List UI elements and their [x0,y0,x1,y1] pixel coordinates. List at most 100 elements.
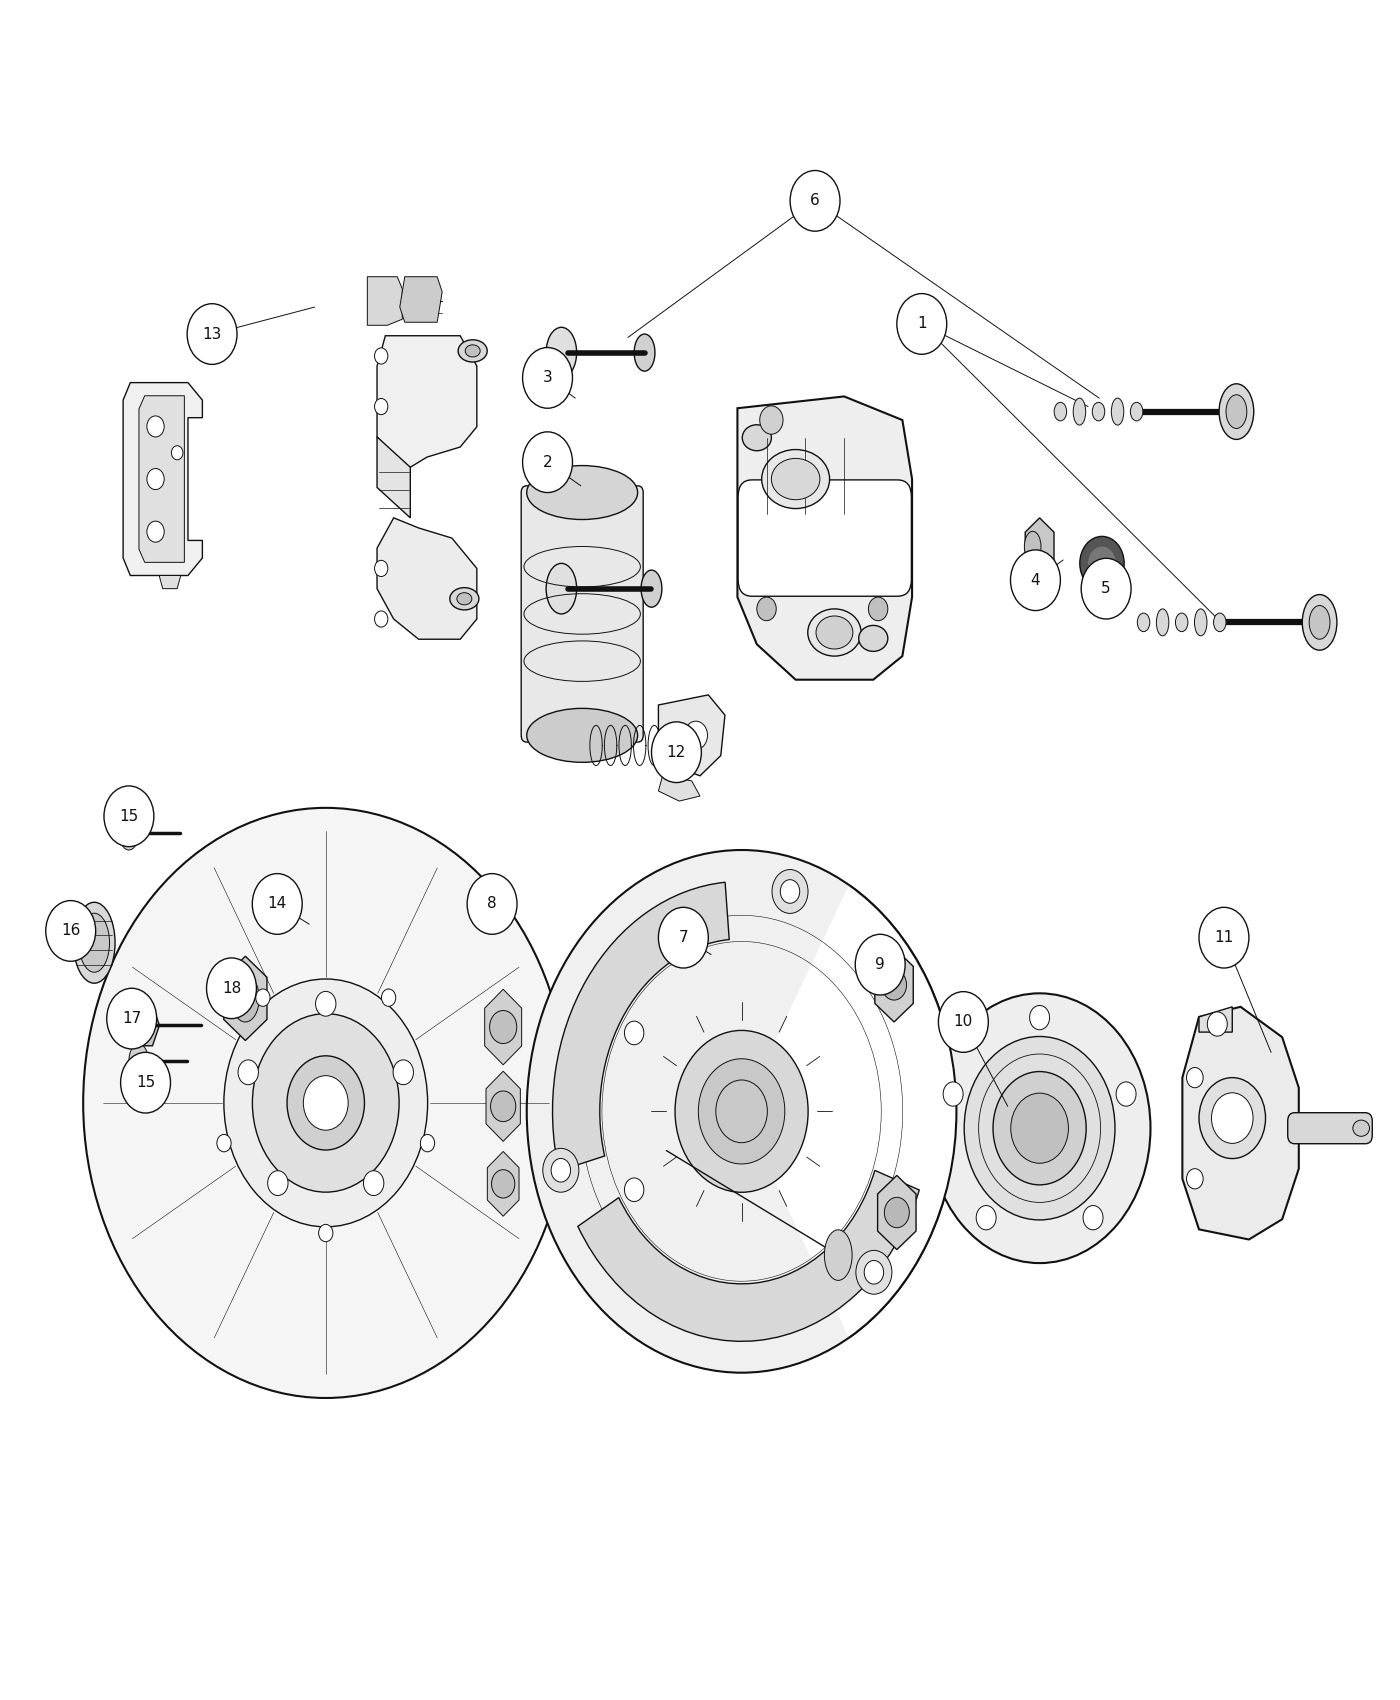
Ellipse shape [231,974,259,1022]
Circle shape [217,1134,231,1153]
Ellipse shape [456,593,472,605]
Text: 12: 12 [666,745,686,760]
Polygon shape [1183,1006,1299,1239]
Ellipse shape [78,913,109,972]
Polygon shape [1025,518,1054,575]
Circle shape [1211,1093,1253,1144]
Text: 9: 9 [875,957,885,972]
Text: 2: 2 [543,454,553,469]
Ellipse shape [808,609,861,656]
Polygon shape [377,335,477,468]
Text: 13: 13 [203,326,221,342]
Circle shape [1079,537,1124,590]
Ellipse shape [1137,614,1149,632]
Circle shape [965,1037,1114,1221]
Ellipse shape [634,333,655,371]
Circle shape [46,901,95,960]
Ellipse shape [1176,614,1189,632]
Text: 15: 15 [136,1074,155,1090]
Polygon shape [377,437,410,518]
Ellipse shape [1156,609,1169,636]
Circle shape [491,1170,515,1198]
Polygon shape [658,695,725,775]
Circle shape [252,1013,399,1192]
Ellipse shape [526,709,637,762]
Polygon shape [875,949,913,1022]
Polygon shape [487,1151,519,1216]
Ellipse shape [546,328,577,377]
Circle shape [882,969,907,1000]
Text: 1: 1 [917,316,927,332]
Ellipse shape [1194,609,1207,636]
Text: 14: 14 [267,896,287,911]
Ellipse shape [449,588,479,610]
Polygon shape [738,396,911,680]
Circle shape [868,597,888,620]
Circle shape [375,610,388,627]
Circle shape [104,785,154,847]
Circle shape [147,522,164,542]
Text: 16: 16 [62,923,80,938]
Circle shape [885,1197,910,1227]
Wedge shape [553,882,729,1171]
Circle shape [364,1171,384,1195]
Circle shape [1187,1068,1203,1088]
Ellipse shape [1130,403,1142,422]
Circle shape [543,1148,578,1192]
Circle shape [468,874,517,935]
Ellipse shape [742,425,771,450]
Circle shape [897,294,946,354]
Polygon shape [486,1071,521,1141]
Ellipse shape [1226,394,1247,428]
Circle shape [1187,1168,1203,1188]
Circle shape [855,935,906,994]
FancyBboxPatch shape [1288,1114,1372,1144]
Text: 5: 5 [1102,581,1112,597]
Circle shape [1029,1005,1050,1030]
Polygon shape [139,396,185,563]
Ellipse shape [1074,398,1085,425]
Polygon shape [132,1005,160,1046]
Circle shape [224,979,427,1227]
Ellipse shape [465,345,480,357]
Circle shape [864,1260,883,1284]
Circle shape [1207,1012,1228,1035]
Ellipse shape [1352,1120,1369,1136]
Ellipse shape [762,449,830,508]
FancyBboxPatch shape [521,486,643,743]
Polygon shape [400,277,442,323]
Ellipse shape [526,466,637,520]
Circle shape [928,993,1151,1263]
Circle shape [1198,908,1249,967]
Polygon shape [367,277,402,325]
Circle shape [1088,546,1116,580]
Ellipse shape [825,1229,853,1280]
Circle shape [381,989,396,1006]
Polygon shape [224,955,267,1040]
Circle shape [83,808,568,1397]
Ellipse shape [546,563,577,614]
Text: 8: 8 [487,896,497,911]
Circle shape [1084,1205,1103,1229]
Text: 10: 10 [953,1015,973,1030]
Text: 3: 3 [543,371,553,386]
Circle shape [855,1251,892,1294]
Circle shape [685,721,707,750]
Ellipse shape [1214,614,1226,632]
Polygon shape [160,576,181,588]
Circle shape [287,1056,364,1149]
Text: 17: 17 [122,1012,141,1027]
Circle shape [256,989,270,1006]
Circle shape [699,1059,785,1164]
Circle shape [780,879,799,903]
Circle shape [522,347,573,408]
Circle shape [490,1091,515,1122]
Text: 18: 18 [221,981,241,996]
Circle shape [375,398,388,415]
Circle shape [375,348,388,364]
Circle shape [715,1080,767,1142]
Ellipse shape [641,570,662,607]
Circle shape [267,1171,288,1195]
Circle shape [790,170,840,231]
Circle shape [1116,1081,1135,1107]
